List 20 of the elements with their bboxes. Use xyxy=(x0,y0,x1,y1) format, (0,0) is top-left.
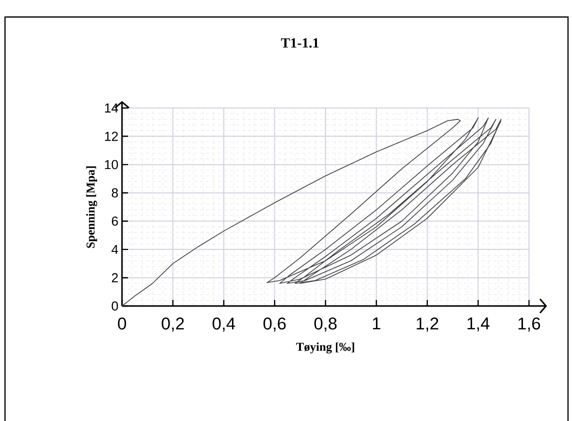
x-tick-label: 1,2 xyxy=(416,318,438,332)
y-axis-title: Spenning [Mpa] xyxy=(86,166,98,248)
y-tick-label: 0 xyxy=(112,301,118,311)
y-tick-label: 4 xyxy=(112,244,118,254)
x-tick-label: 1,6 xyxy=(518,318,540,332)
y-tick-label: 10 xyxy=(105,160,118,170)
line-series xyxy=(122,118,502,306)
x-tick-label: 1,4 xyxy=(468,318,490,332)
x-tick-label: 0,6 xyxy=(263,318,286,332)
x-axis-title: Tøying [‰] xyxy=(296,342,354,354)
x-tick-label: 0,4 xyxy=(212,318,236,332)
y-tick-label: 12 xyxy=(105,132,118,141)
chart-title: T1-1.1 xyxy=(280,38,319,48)
y-tick-label: 8 xyxy=(112,188,118,198)
x-tick-label: 0,8 xyxy=(314,318,337,332)
x-tick-label: 0,2 xyxy=(162,318,184,332)
y-tick-label: 14 xyxy=(105,104,118,112)
y-tick-label: 6 xyxy=(112,216,118,226)
x-tick-label: 1 xyxy=(372,318,380,330)
y-tick-label: 2 xyxy=(112,273,118,282)
